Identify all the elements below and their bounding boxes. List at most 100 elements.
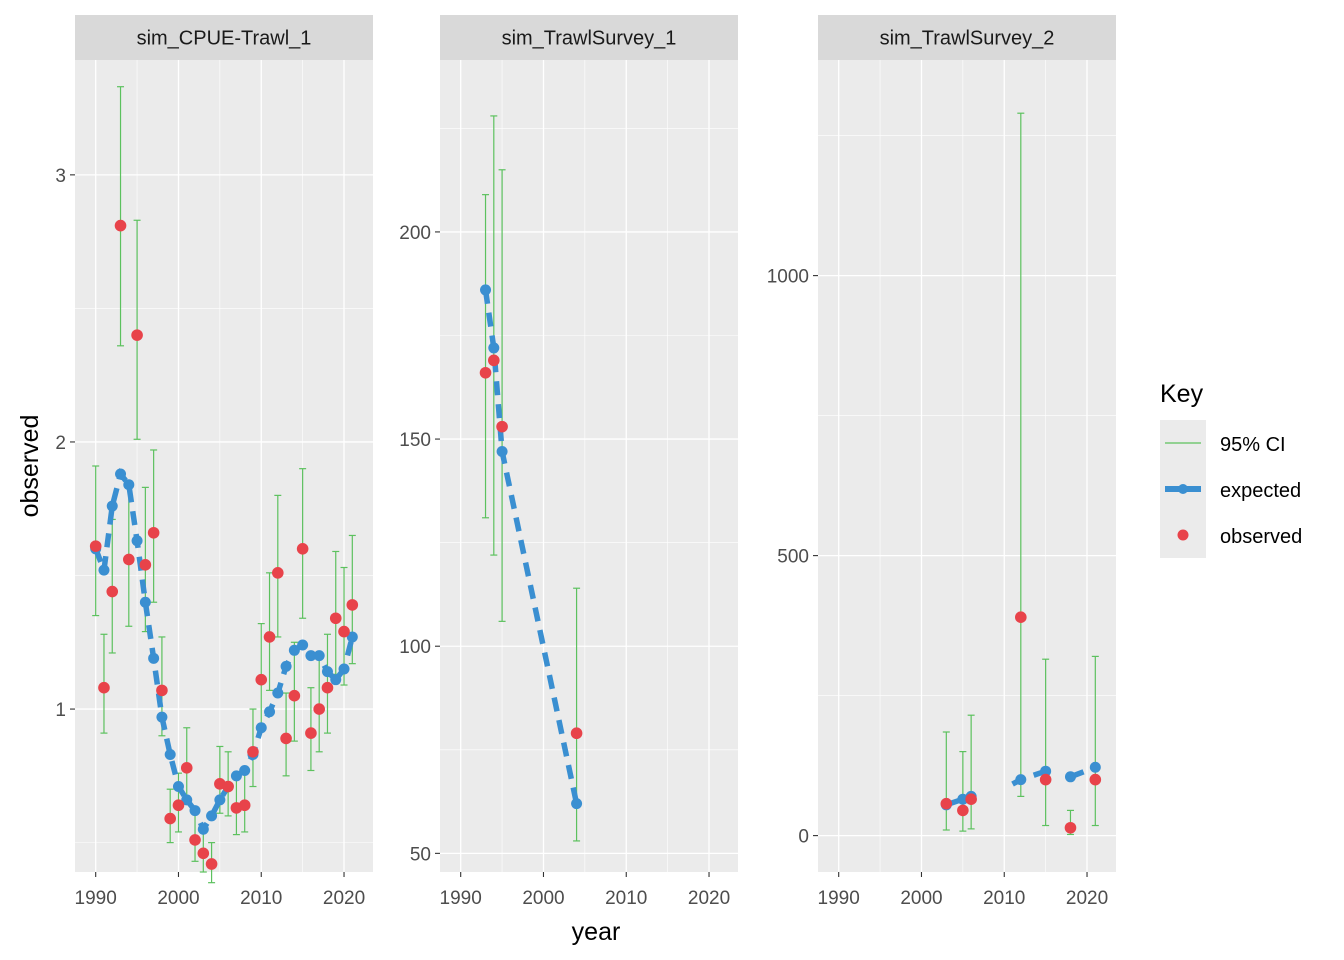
observed-point <box>346 599 359 611</box>
observed-point <box>488 354 500 367</box>
observed-point <box>338 625 350 638</box>
expected-point <box>305 650 317 662</box>
observed-point <box>205 858 218 870</box>
expected-point <box>280 660 292 672</box>
x-tick-label: 1990 <box>818 888 860 909</box>
expected-point <box>172 781 184 793</box>
legend-key-expected-point <box>1178 484 1188 494</box>
expected-point <box>1064 771 1076 783</box>
observed-point <box>189 834 201 846</box>
expected-point <box>98 564 110 576</box>
expected-point <box>189 805 201 817</box>
expected-point <box>496 446 508 457</box>
expected-point <box>106 500 118 512</box>
x-tick-label: 2000 <box>157 888 199 909</box>
observed-point <box>957 804 969 817</box>
y-tick-label: 500 <box>777 547 809 568</box>
observed-point <box>940 797 953 810</box>
expected-point <box>313 650 325 662</box>
x-tick-label: 2020 <box>1066 888 1108 909</box>
observed-point <box>1039 773 1052 786</box>
expected-point <box>480 284 492 296</box>
observed-point <box>280 732 292 745</box>
x-tick-label: 1990 <box>440 888 482 909</box>
expected-point <box>338 663 350 675</box>
x-tick-label: 2010 <box>605 888 647 909</box>
observed-point <box>296 543 309 555</box>
expected-point <box>1089 761 1101 773</box>
legend-label-expected: expected <box>1220 480 1301 502</box>
y-tick-label: 50 <box>410 844 431 865</box>
panel-strip <box>818 15 1116 60</box>
observed-point <box>313 703 325 715</box>
observed-point <box>247 746 259 758</box>
observed-point <box>479 366 492 379</box>
expected-point <box>230 770 242 782</box>
panel-2: sim_TrawlSurvey_1 1990 2000 2010 2020 50 100 15… <box>399 15 738 909</box>
expected-point <box>239 765 251 776</box>
x-tick-label: 2010 <box>983 888 1025 909</box>
observed-point <box>1089 773 1102 786</box>
expected-point <box>1040 765 1052 777</box>
observed-point <box>131 329 143 341</box>
panel-background <box>75 60 373 872</box>
expected-point <box>156 711 168 723</box>
ci-errorbar <box>1017 112 1025 798</box>
expected-point <box>272 687 284 699</box>
observed-point <box>139 559 152 571</box>
ci-errorbar <box>1042 658 1050 827</box>
observed-point <box>156 684 168 697</box>
observed-point <box>255 673 268 686</box>
y-tick-label: 1 <box>55 700 66 721</box>
observed-point <box>123 553 135 566</box>
x-tick-label: 2000 <box>900 888 942 909</box>
expected-point <box>488 342 500 354</box>
panel-1: sim_CPUE-Trawl_1 1990 2000 2010 2020 1 2 3 <box>55 15 373 909</box>
x-axis-title: year <box>572 918 621 946</box>
expected-point <box>571 798 583 810</box>
expected-point <box>197 823 209 835</box>
observed-point <box>172 799 185 812</box>
observed-point <box>305 727 317 739</box>
observed-point <box>329 612 342 625</box>
expected-point <box>321 666 333 678</box>
expected-point <box>206 810 218 822</box>
y-tick-label: 2 <box>55 433 66 454</box>
observed-point <box>180 762 193 774</box>
observed-point <box>570 727 583 740</box>
expected-point <box>957 793 969 805</box>
expected-point <box>214 794 226 806</box>
observed-point <box>238 799 251 812</box>
expected-point <box>346 631 358 643</box>
observed-point <box>89 540 102 552</box>
expected-point <box>148 652 160 664</box>
y-tick-label: 200 <box>399 223 431 244</box>
observed-point <box>321 681 334 694</box>
panel-strip <box>75 15 373 60</box>
panel-title: sim_TrawlSurvey_2 <box>880 28 1055 50</box>
observed-point <box>263 631 276 643</box>
ci-errorbar <box>482 194 490 519</box>
panel-title: sim_TrawlSurvey_1 <box>502 28 677 50</box>
observed-point <box>197 847 210 860</box>
panel-3: sim_TrawlSurvey_2 1990 2000 2010 2020 0 500 100… <box>767 15 1116 909</box>
y-tick-label: 3 <box>55 166 66 187</box>
legend: Key 95% CI expected observed <box>1160 380 1302 558</box>
expected-point <box>288 644 300 656</box>
y-tick-label: 0 <box>798 827 809 848</box>
observed-point <box>222 780 234 793</box>
observed-point <box>1015 611 1027 623</box>
x-tick-label: 1990 <box>75 888 117 909</box>
ci-errorbar <box>117 86 125 347</box>
ci-errorbar <box>274 494 282 638</box>
panel-strip <box>440 15 738 60</box>
expected-point <box>255 722 267 734</box>
observed-point <box>496 420 508 433</box>
observed-point <box>106 585 119 598</box>
ci-errorbar <box>959 750 967 832</box>
legend-label-observed: observed <box>1220 526 1302 548</box>
expected-point <box>264 706 276 718</box>
observed-point <box>164 812 176 825</box>
